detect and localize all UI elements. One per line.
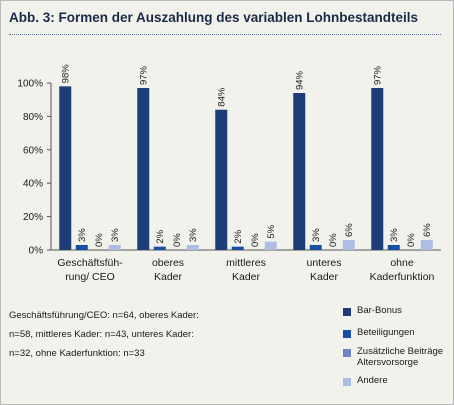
bar	[371, 88, 384, 250]
bar	[264, 241, 277, 250]
y-tick-label: 100%	[17, 79, 43, 90]
y-tick-label: 80%	[23, 112, 43, 123]
bar-value-label: 97%	[139, 65, 150, 85]
bar-value-label: 3%	[389, 228, 400, 242]
bar-value-label: 0%	[172, 233, 183, 247]
bar-value-label: 2%	[155, 229, 166, 243]
bar-value-label: 0%	[328, 233, 339, 247]
bar	[293, 93, 306, 251]
sample-size-note: Geschäftsführung/CEO: n=64, oberes Kader…	[9, 306, 309, 363]
bar-value-label: 6%	[422, 223, 433, 237]
bar	[215, 109, 228, 250]
bar	[137, 88, 150, 250]
x-category-label: Kaderfunktion	[370, 271, 435, 283]
bar	[186, 244, 199, 250]
bar	[75, 244, 88, 250]
legend-item-andere: Andere	[343, 375, 451, 392]
y-tick-label: 20%	[23, 212, 43, 223]
x-category-label: Geschäftsfüh-	[57, 257, 123, 269]
x-category-label: unteres	[306, 257, 341, 269]
bar-value-label: 94%	[295, 70, 306, 90]
legend-item-bar-bonus: Bar-Bonus	[343, 305, 451, 328]
sample-size-note-line: Geschäftsführung/CEO: n=64, oberes Kader…	[9, 310, 199, 321]
bar-value-label: 84%	[217, 87, 228, 107]
bar-value-label: 2%	[233, 229, 244, 243]
figure-title: Abb. 3: Formen der Auszahlung des variab…	[9, 10, 419, 25]
bar-chart: 0% 20% 40% 60% 80% 100% 98% 3% 0% 3% Geschäftsfüh-…	[17, 64, 441, 283]
bar-value-label: 3%	[188, 228, 199, 242]
bar-value-label: 3%	[110, 228, 121, 242]
x-category-label: Kader	[154, 271, 183, 283]
bar	[309, 244, 322, 250]
legend-label: Beteiligungen	[357, 327, 415, 338]
legend-swatch	[343, 349, 351, 357]
y-tick-label: 60%	[23, 145, 43, 156]
bar-value-label: 3%	[77, 228, 88, 242]
x-category-label: mittleres	[226, 257, 266, 269]
y-tick-label: 40%	[23, 179, 43, 190]
bar-value-label: 0%	[94, 233, 105, 247]
bar	[59, 86, 72, 250]
x-category-label: rung/ CEO	[65, 271, 115, 283]
legend-label: Zusätzliche Beiträge Altersvorsorge	[357, 346, 444, 368]
x-category-label: Kader	[232, 271, 261, 283]
y-tick-label: 0%	[29, 246, 44, 257]
bar-value-label: 5%	[266, 224, 277, 238]
bar-value-label: 6%	[344, 223, 355, 237]
bar	[387, 244, 400, 250]
bar	[420, 239, 433, 250]
sample-size-note-line: n=58, mittleres Kader: n=43, unteres Kad…	[9, 329, 194, 340]
x-category-label: Kader	[310, 271, 339, 283]
bar	[108, 244, 121, 250]
sample-size-note-line: n=32, ohne Kaderfunktion: n=33	[9, 348, 145, 359]
bar	[342, 239, 355, 250]
bar-value-label: 98%	[61, 64, 72, 84]
legend-item-beteiligungen: Beteiligungen	[343, 327, 451, 347]
bar-value-label: 3%	[311, 228, 322, 242]
legend-label: Andere	[357, 375, 388, 386]
legend-swatch	[343, 330, 351, 338]
bar	[153, 246, 166, 250]
legend-item-altersvorsorge: Zusätzliche Beiträge Altersvorsorge	[343, 346, 451, 376]
bar-value-label: 97%	[373, 65, 384, 85]
bar-value-label: 0%	[250, 233, 261, 247]
bar-value-label: 0%	[406, 233, 417, 247]
title-divider	[9, 34, 441, 35]
x-category-label: oberes	[152, 257, 184, 269]
legend-swatch	[343, 308, 351, 316]
chart-legend: Bar-Bonus Beteiligungen Zusätzliche Beit…	[343, 305, 451, 392]
legend-swatch	[343, 378, 351, 386]
legend-label: Bar-Bonus	[357, 305, 402, 316]
x-category-label: ohne	[390, 257, 414, 269]
bar	[231, 246, 244, 250]
